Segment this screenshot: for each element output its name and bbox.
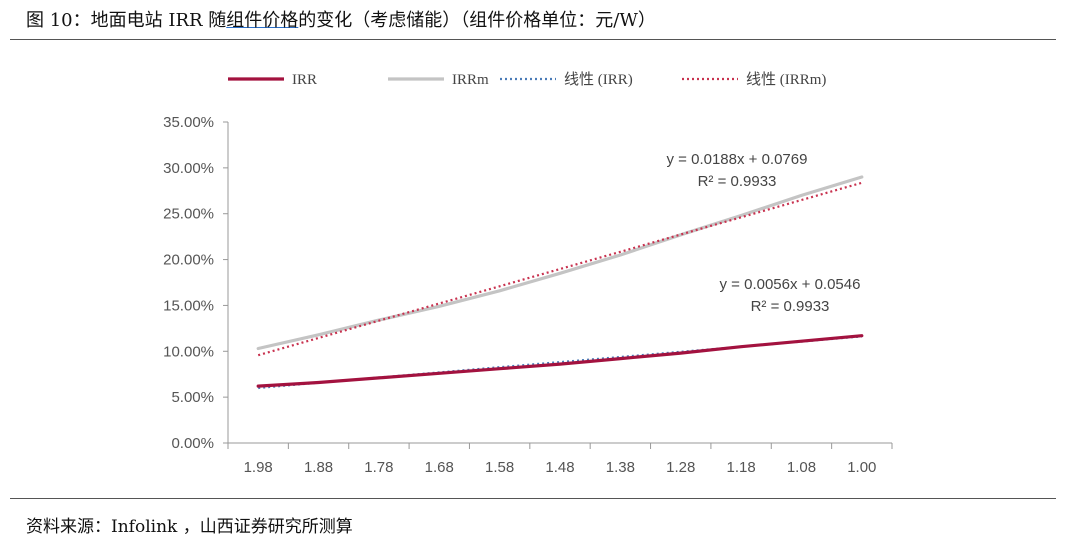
x-tick-label: 1.28 <box>666 459 695 476</box>
y-tick-label: 15.00% <box>163 297 214 314</box>
chart-legend: IRR IRRm 线性 (IRR) 线性 (IRRm) <box>228 71 826 88</box>
y-tick-label: 20.00% <box>163 252 214 269</box>
title-suffix: 的变化（考虑储能）（组件价格单位：元/W） <box>298 10 656 31</box>
trendline-annotations: y = 0.0188x + 0.0769 R² = 0.9933 y = 0.005… <box>667 151 861 315</box>
y-tick-label: 10.00% <box>163 343 214 360</box>
title-link[interactable]: 组件价格 <box>226 10 299 31</box>
y-tick-label: 25.00% <box>163 206 214 223</box>
trendline-equation: y = 0.0056x + 0.0546 <box>720 276 861 293</box>
x-tick-label: 1.18 <box>726 459 755 476</box>
x-tick-label: 1.48 <box>545 459 574 476</box>
legend-label-irr: IRR <box>292 72 317 88</box>
legend-label-irrm: IRRm <box>452 72 489 88</box>
series-line-irr <box>256 334 864 388</box>
x-tick-label: 1.08 <box>787 459 816 476</box>
series-line-irrm <box>256 175 864 351</box>
y-tick-label: 0.00% <box>171 435 214 452</box>
figure-title: 图 10：地面电站 IRR 随组件价格的变化（考虑储能）（组件价格单位：元/W） <box>26 6 656 32</box>
chart-plot-area <box>256 175 864 390</box>
legend-label-trend-irrm: 线性 (IRRm) <box>746 71 826 88</box>
x-tick-label: 1.78 <box>364 459 393 476</box>
x-tick-label: 1.58 <box>485 459 514 476</box>
trendline-r-squared: R² = 0.9933 <box>751 298 830 315</box>
x-tick-label: 1.68 <box>425 459 454 476</box>
source-note: 资料来源：Infolink ，山西证券研究所测算 <box>26 517 353 537</box>
y-tick-label: 35.00% <box>163 114 214 131</box>
title-prefix: 图 10：地面电站 IRR 随 <box>26 10 227 31</box>
bottom-divider <box>10 498 1056 499</box>
chart-axes: 0.00% 5.00% 10.00% 15.00% 20.00% 25.00% 30.00%… <box>163 114 893 476</box>
series-line-trend-irrm <box>257 181 863 357</box>
x-tick-label: 1.38 <box>606 459 635 476</box>
x-tick-label: 1.00 <box>847 459 876 476</box>
x-tick-label: 1.98 <box>244 459 273 476</box>
trendline-r-squared: R² = 0.9933 <box>698 173 777 190</box>
trendline-equation: y = 0.0188x + 0.0769 <box>667 151 808 168</box>
y-tick-label: 5.00% <box>171 389 214 406</box>
y-tick-label: 30.00% <box>163 160 214 177</box>
legend-label-trend-irr: 线性 (IRR) <box>564 71 633 88</box>
top-divider <box>10 39 1056 40</box>
x-tick-label: 1.88 <box>304 459 333 476</box>
